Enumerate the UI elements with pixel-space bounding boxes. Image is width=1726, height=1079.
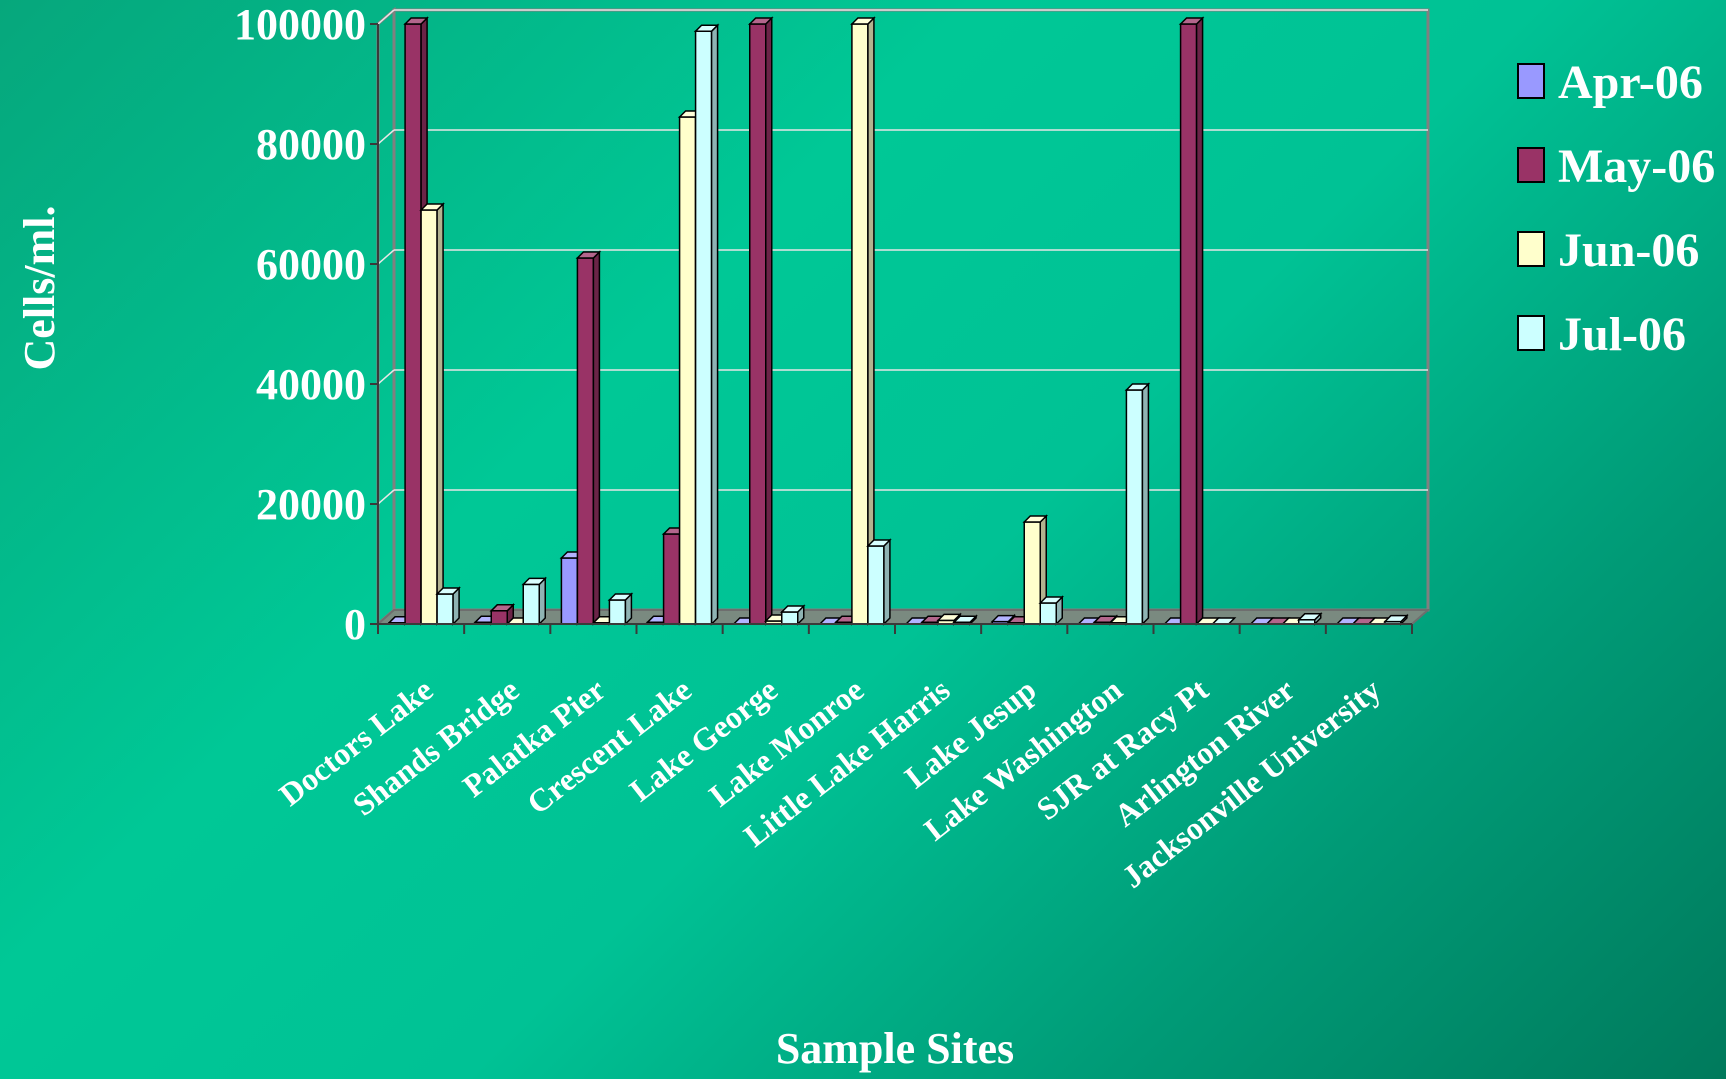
gridline-side [377, 369, 395, 385]
side-wall [376, 6, 396, 628]
gridline-side [377, 129, 395, 145]
bar [521, 576, 548, 626]
gridline-side [377, 489, 395, 505]
legend-label: Jul-06 [1558, 308, 1686, 361]
bar [489, 602, 516, 626]
legend-label: Apr-06 [1558, 56, 1703, 109]
legend: Apr-06 May-06 Jun-06 Jul-06 [1517, 56, 1715, 361]
bar [850, 16, 876, 626]
bar [747, 16, 774, 626]
legend-swatch [1517, 147, 1545, 183]
x-axis-title: Sample Sites [776, 1024, 1014, 1073]
bar [779, 604, 806, 626]
bar [607, 592, 634, 626]
bar [866, 538, 892, 626]
legend-swatch [1517, 231, 1545, 267]
legend-label: Jun-06 [1558, 224, 1699, 277]
y-tick-label: 20000 [256, 480, 366, 529]
y-tick-label: 100000 [234, 0, 366, 49]
bar [419, 202, 445, 626]
gridlines [377, 9, 1428, 505]
legend-label: May-06 [1558, 140, 1715, 193]
bar [575, 250, 602, 626]
y-tick-label: 60000 [256, 240, 366, 289]
bar [435, 586, 461, 626]
bars [387, 16, 1409, 626]
y-tick-label: 0 [344, 600, 366, 649]
gridline-side [377, 249, 395, 265]
back-wall [392, 8, 1430, 612]
legend-swatch [1517, 315, 1545, 351]
bar [693, 23, 720, 626]
y-axis-title: Cells/ml. [15, 206, 64, 371]
plot-area [375, 6, 1431, 628]
y-tick-label: 80000 [256, 120, 366, 169]
bar [1124, 382, 1151, 626]
y-axis: 0 20000 40000 60000 80000 100000 [234, 0, 379, 649]
y-tick-label: 40000 [256, 360, 366, 409]
legend-swatch [1517, 63, 1545, 99]
bar [1038, 595, 1065, 626]
gridline-side [377, 9, 395, 25]
bar [1296, 611, 1323, 626]
bar [1178, 16, 1205, 626]
